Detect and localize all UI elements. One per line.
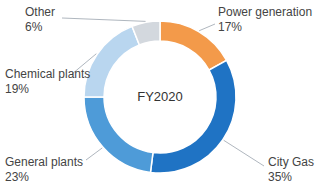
svg-text:23%: 23% [8,170,29,184]
svg-text:6%: 6% [25,20,43,34]
svg-text:35%: 35% [268,170,292,184]
svg-text:17%: 17% [218,20,242,34]
svg-text:Chemical plants: Chemical plants [8,67,90,81]
svg-text:FY2020: FY2020 [137,89,183,104]
svg-text:General plants: General plants [8,155,83,169]
svg-text:Other: Other [25,5,55,19]
svg-text:19%: 19% [8,82,29,96]
svg-text:City Gas: City Gas [268,155,312,169]
svg-text:Power generation: Power generation [218,5,312,19]
